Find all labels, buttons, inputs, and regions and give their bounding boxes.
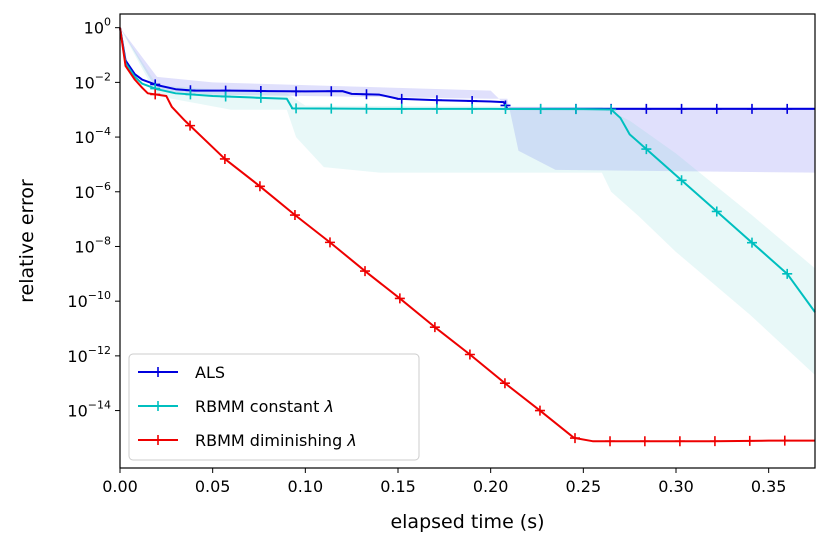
x-tick-label: 0.25 [566, 477, 602, 496]
x-tick-label: 0.00 [102, 477, 138, 496]
data-marker [185, 120, 196, 131]
legend-label: RBMM diminishing λ [195, 431, 357, 450]
confidence-bands [120, 27, 815, 376]
data-marker [746, 237, 757, 248]
data-marker [746, 103, 757, 114]
data-marker [361, 89, 372, 100]
data-marker [639, 436, 650, 447]
data-marker [429, 322, 440, 333]
legend: ALS RBMM constant λ RBMM diminishing λ [128, 353, 420, 461]
series-line [119, 27, 815, 110]
legend-marker [153, 367, 163, 377]
x-tick-label: 0.20 [473, 477, 509, 496]
data-marker [326, 86, 337, 97]
data-marker [569, 433, 580, 444]
data-marker [324, 237, 335, 248]
y-tick-label: 10−14 [67, 399, 111, 421]
data-marker [711, 103, 722, 114]
y-tick-label: 10−6 [74, 180, 111, 202]
data-marker [782, 103, 793, 114]
data-marker [676, 175, 687, 186]
data-marker [396, 103, 407, 114]
y-tick-label: 100 [84, 16, 111, 38]
x-axis-label: elapsed time (s) [390, 511, 544, 533]
data-marker [464, 349, 475, 360]
data-marker [709, 436, 720, 447]
data-marker [431, 95, 442, 106]
data-marker [499, 378, 510, 389]
data-marker [606, 104, 617, 115]
data-marker [326, 103, 337, 114]
data-marker [289, 210, 300, 221]
data-marker [394, 293, 405, 304]
y-axis-label: relative error [16, 179, 38, 303]
data-marker [255, 92, 266, 103]
data-marker [605, 436, 616, 447]
data-marker [254, 181, 265, 192]
data-marker [711, 206, 722, 217]
data-marker [744, 435, 755, 446]
data-marker [782, 268, 793, 279]
y-tick-label: 10−12 [67, 344, 111, 366]
data-marker [641, 103, 652, 114]
data-marker [676, 103, 687, 114]
x-axis: 0.00 0.05 0.10 0.15 0.20 0.25 0.30 0.35 [102, 468, 786, 496]
data-marker [467, 103, 478, 114]
y-tick-label: 10−4 [74, 125, 111, 147]
series-lines [119, 27, 816, 447]
data-marker [534, 405, 545, 416]
legend-label: ALS [195, 363, 225, 382]
plot-frame [119, 13, 816, 469]
data-marker [185, 89, 196, 100]
x-tick-label: 0.30 [658, 477, 694, 496]
x-tick-label: 0.35 [751, 477, 787, 496]
data-marker [570, 104, 581, 115]
data-marker [431, 103, 442, 114]
data-marker [220, 91, 231, 102]
legend-label: RBMM constant λ [195, 397, 334, 416]
y-tick-label: 10−10 [67, 289, 111, 311]
data-marker [500, 103, 511, 114]
legend-marker [153, 401, 163, 411]
y-tick-label: 10−2 [74, 70, 111, 92]
data-marker [396, 93, 407, 104]
data-marker [535, 104, 546, 115]
legend-marker [153, 435, 163, 445]
x-tick-label: 0.05 [195, 477, 231, 496]
confidence-band [120, 27, 815, 173]
data-marker [291, 86, 302, 97]
series-line [119, 27, 815, 443]
legend-box [128, 353, 420, 461]
x-tick-label: 0.10 [288, 477, 324, 496]
data-marker [360, 266, 371, 277]
data-marker [291, 103, 302, 114]
y-axis: 100 10−2 10−4 10−6 10−8 10−10 10−12 10−14 [67, 16, 120, 421]
data-marker [779, 435, 790, 446]
data-marker [674, 436, 685, 447]
data-marker [641, 144, 652, 155]
confidence-band [120, 27, 815, 376]
x-tick-label: 0.15 [380, 477, 416, 496]
data-marker [361, 103, 372, 114]
data-marker [150, 89, 161, 100]
data-marker [219, 153, 230, 164]
y-tick-label: 10−8 [74, 234, 111, 256]
